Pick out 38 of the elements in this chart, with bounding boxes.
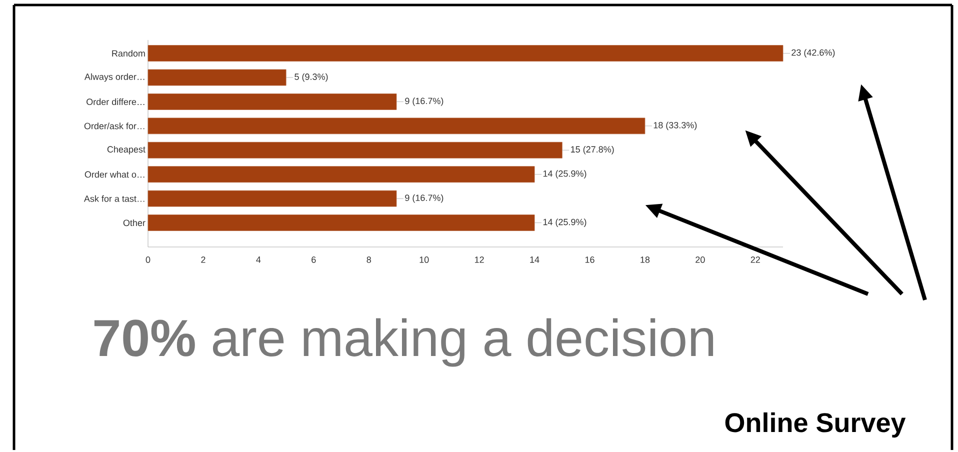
bar	[148, 69, 286, 86]
y-tick-label: Order/ask for…	[84, 122, 144, 130]
data-label: 5 (9.3%)	[294, 73, 328, 82]
x-tick-label: 12	[474, 256, 484, 263]
data-label: 15 (27.8%)	[571, 146, 614, 154]
x-tick-label: 18	[640, 256, 650, 263]
x-tick-label: 14	[530, 256, 540, 263]
y-tick-label: Ask for a tast…	[84, 195, 144, 202]
x-tick-label: 0	[146, 256, 150, 263]
bar	[148, 142, 562, 158]
y-tick-label: Cheapest	[107, 146, 146, 154]
data-label: 9 (16.7%)	[405, 194, 444, 203]
data-label: 18 (33.3%)	[654, 122, 697, 130]
bar	[148, 214, 535, 231]
data-label: 14 (25.9%)	[543, 218, 586, 227]
data-label: 14 (25.9%)	[543, 170, 586, 179]
data-label: 23 (42.6%)	[792, 49, 835, 58]
text: 70% are making a decision	[94, 318, 714, 367]
y-tick-label: Order differe…	[86, 98, 144, 106]
y-tick-label: Always order…	[84, 73, 144, 82]
y-tick-label: Order what o…	[84, 171, 144, 178]
x-tick-label: 10	[420, 256, 429, 263]
y-tick-label: Random	[112, 50, 145, 57]
y-tick-label: Other	[123, 219, 146, 226]
x-tick-label: 20	[696, 256, 705, 263]
bar	[148, 94, 397, 110]
bar	[148, 118, 646, 134]
data-label: 9 (16.7%)	[405, 98, 444, 106]
x-tick-label: 4	[256, 256, 261, 263]
bar	[148, 190, 397, 207]
text: Online Survey	[725, 412, 906, 438]
x-tick-label: 8	[366, 256, 371, 263]
bar	[148, 45, 784, 62]
x-tick-label: 6	[312, 256, 316, 263]
x-tick-label: 16	[585, 256, 594, 263]
bar	[148, 166, 535, 183]
x-tick-label: 2	[201, 256, 206, 263]
x-tick-label: 22	[750, 256, 760, 263]
